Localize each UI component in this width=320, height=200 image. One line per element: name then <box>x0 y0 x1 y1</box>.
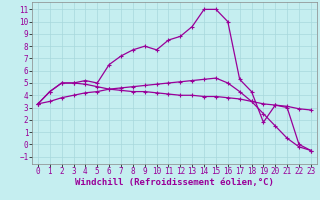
X-axis label: Windchill (Refroidissement éolien,°C): Windchill (Refroidissement éolien,°C) <box>75 178 274 187</box>
